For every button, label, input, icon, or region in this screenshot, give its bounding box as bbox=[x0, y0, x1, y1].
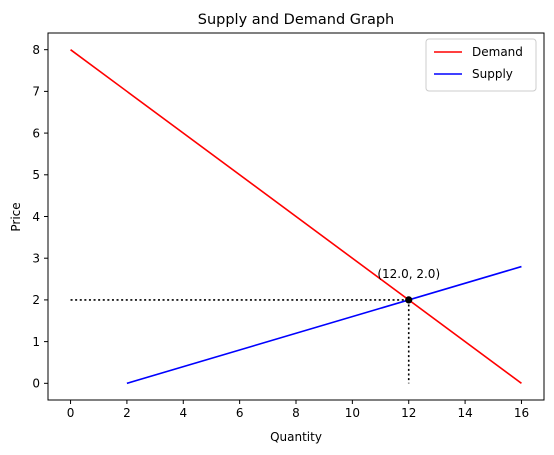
equilibrium-point bbox=[405, 296, 412, 303]
series-line-supply bbox=[127, 267, 522, 384]
legend-label: Supply bbox=[472, 67, 513, 81]
x-tick-label: 14 bbox=[457, 406, 472, 420]
equilibrium-label: (12.0, 2.0) bbox=[377, 267, 440, 281]
legend-label: Demand bbox=[472, 45, 523, 59]
x-tick-label: 12 bbox=[401, 406, 416, 420]
x-tick-label: 6 bbox=[236, 406, 244, 420]
x-tick-label: 2 bbox=[123, 406, 131, 420]
y-tick-label: 6 bbox=[32, 126, 40, 140]
y-tick-label: 2 bbox=[32, 293, 40, 307]
chart-title: Supply and Demand Graph bbox=[198, 12, 395, 28]
x-tick-label: 10 bbox=[345, 406, 360, 420]
y-tick-label: 7 bbox=[32, 85, 40, 99]
y-tick-label: 8 bbox=[32, 43, 40, 57]
y-tick-label: 5 bbox=[32, 168, 40, 182]
plot-area: (12.0, 2.0) bbox=[71, 50, 522, 384]
y-axis-label: Price bbox=[9, 202, 23, 231]
y-tick-label: 4 bbox=[32, 210, 40, 224]
y-tick-label: 0 bbox=[32, 377, 40, 391]
y-tick-label: 3 bbox=[32, 252, 40, 266]
x-tick-label: 8 bbox=[292, 406, 300, 420]
y-tick-label: 1 bbox=[32, 335, 40, 349]
x-axis-label: Quantity bbox=[270, 430, 322, 444]
x-tick-label: 0 bbox=[67, 406, 75, 420]
legend: Demand Supply bbox=[426, 39, 536, 91]
x-tick-label: 4 bbox=[179, 406, 187, 420]
x-tick-label: 16 bbox=[514, 406, 529, 420]
